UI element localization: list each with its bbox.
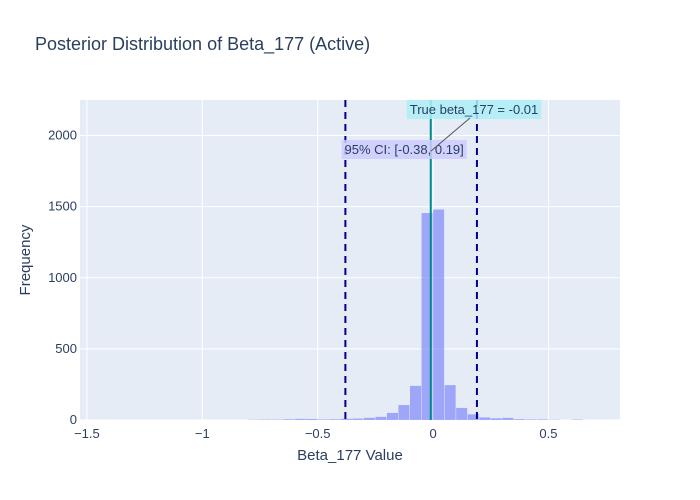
histogram-bar — [340, 418, 352, 420]
histogram-bar — [502, 417, 514, 420]
histogram-bars — [248, 209, 583, 420]
histogram-bar — [433, 209, 445, 420]
x-tick-label: −1 — [195, 426, 210, 441]
histogram-bar — [317, 419, 329, 420]
y-tick-label: 500 — [55, 341, 77, 356]
annotations: 95% CI: [-0.38, 0.19] True beta_177 = -0.… — [341, 100, 542, 159]
histogram-bar — [398, 405, 410, 420]
true-value-label-background — [406, 100, 542, 119]
y-tick-label: 1000 — [48, 270, 77, 285]
histogram-bar — [283, 419, 295, 420]
y-axis-ticks: 0 500 1000 1500 2000 — [48, 128, 77, 427]
histogram-bar — [306, 419, 318, 420]
x-tick-label: −0.5 — [305, 426, 331, 441]
annotation-arrow — [430, 117, 471, 152]
histogram-bar — [421, 213, 433, 420]
ci-label: 95% CI: [-0.38, 0.19] — [345, 142, 464, 157]
histogram-bar — [467, 414, 479, 420]
ci-label-background — [341, 140, 467, 159]
histogram-bar — [294, 418, 306, 420]
histogram-bar — [456, 407, 468, 420]
histogram-bar — [329, 419, 341, 420]
histogram-bar — [525, 419, 537, 420]
y-tick-label: 0 — [70, 412, 77, 427]
y-axis-label: Frequency — [17, 224, 34, 295]
chart-title: Posterior Distribution of Beta_177 (Acti… — [35, 34, 370, 55]
histogram-bar — [375, 416, 387, 420]
x-axis-label: Beta_177 Value — [297, 447, 403, 464]
y-tick-label: 2000 — [48, 128, 77, 143]
histogram-bar — [513, 419, 525, 420]
histogram-bar — [444, 385, 456, 420]
x-tick-label: 0 — [429, 426, 436, 441]
x-axis-ticks: −1.5 −1 −0.5 0 0.5 — [74, 426, 557, 441]
histogram-bar — [352, 418, 364, 420]
histogram-bar — [363, 417, 375, 420]
histogram-bar — [386, 412, 398, 420]
histogram-bar — [536, 419, 548, 420]
histogram-bar — [490, 418, 502, 420]
true-value-label: True beta_177 = -0.01 — [410, 102, 539, 117]
histogram-bar — [410, 385, 422, 420]
y-tick-label: 1500 — [48, 199, 77, 214]
x-tick-label: −1.5 — [74, 426, 100, 441]
histogram-bar — [479, 417, 491, 420]
x-tick-label: 0.5 — [539, 426, 557, 441]
